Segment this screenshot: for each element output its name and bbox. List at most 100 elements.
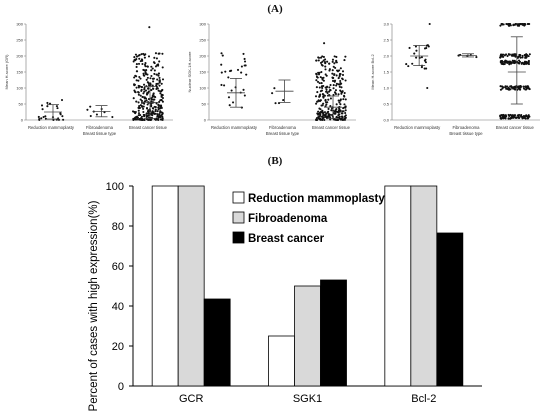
data-point bbox=[522, 87, 526, 90]
data-point bbox=[141, 62, 144, 66]
data-point bbox=[132, 60, 135, 63]
data-point bbox=[324, 62, 327, 65]
data-point bbox=[133, 90, 137, 93]
data-point bbox=[141, 95, 144, 98]
data-point bbox=[161, 97, 165, 100]
data-point bbox=[415, 56, 418, 59]
data-point bbox=[315, 75, 318, 78]
data-point bbox=[318, 107, 321, 110]
data-point bbox=[161, 66, 164, 69]
data-point bbox=[319, 93, 322, 96]
data-point bbox=[428, 22, 431, 26]
data-point bbox=[243, 57, 246, 61]
data-point bbox=[502, 23, 505, 26]
data-point bbox=[317, 73, 321, 76]
data-point bbox=[333, 62, 336, 65]
data-point bbox=[331, 76, 334, 79]
data-point bbox=[501, 55, 504, 58]
data-point bbox=[146, 73, 149, 76]
data-point bbox=[46, 101, 49, 105]
data-point bbox=[158, 113, 161, 116]
y-tick-label: 0.5 bbox=[383, 102, 389, 107]
data-point bbox=[147, 90, 150, 93]
data-point bbox=[510, 117, 513, 120]
data-point bbox=[327, 107, 330, 111]
data-point bbox=[414, 45, 417, 48]
data-point bbox=[147, 83, 150, 87]
data-point bbox=[324, 114, 327, 117]
data-point bbox=[332, 65, 335, 68]
data-point bbox=[161, 78, 165, 81]
data-point bbox=[143, 69, 146, 72]
data-point bbox=[46, 105, 49, 108]
data-point bbox=[41, 108, 44, 111]
data-point bbox=[342, 98, 345, 101]
data-point bbox=[332, 118, 336, 121]
data-point bbox=[159, 111, 162, 114]
x-tick-label: Breast cancer tissue bbox=[496, 125, 535, 130]
data-point bbox=[236, 68, 240, 71]
data-point bbox=[37, 115, 40, 119]
data-point bbox=[135, 100, 138, 103]
bar bbox=[436, 232, 464, 387]
data-point bbox=[316, 80, 320, 83]
data-point bbox=[138, 106, 141, 109]
data-point bbox=[156, 110, 159, 113]
data-point bbox=[315, 116, 319, 120]
data-point bbox=[145, 69, 148, 72]
data-point bbox=[424, 58, 427, 61]
data-point bbox=[344, 79, 347, 82]
data-point bbox=[44, 117, 47, 120]
data-point bbox=[340, 91, 343, 94]
data-point bbox=[137, 62, 141, 65]
data-point bbox=[135, 55, 139, 58]
data-point bbox=[512, 23, 515, 26]
data-point bbox=[335, 61, 338, 64]
data-point bbox=[331, 58, 335, 61]
data-point bbox=[159, 104, 162, 107]
legend-swatch bbox=[232, 231, 245, 244]
data-point bbox=[503, 63, 506, 66]
data-point bbox=[223, 84, 226, 87]
data-point bbox=[151, 67, 154, 70]
data-point bbox=[322, 102, 325, 105]
x-tick-label: SGK1 bbox=[293, 393, 322, 405]
data-point bbox=[156, 78, 159, 81]
data-point bbox=[317, 59, 320, 62]
x-tick-label: GCR bbox=[179, 393, 204, 405]
data-point bbox=[140, 115, 144, 118]
data-point bbox=[326, 85, 329, 88]
data-point bbox=[159, 90, 162, 93]
data-point bbox=[150, 100, 153, 103]
data-point bbox=[521, 56, 524, 59]
data-point bbox=[332, 87, 335, 90]
data-point bbox=[142, 72, 145, 75]
data-point bbox=[518, 53, 521, 56]
y-tick-label: 0.0 bbox=[383, 118, 389, 123]
data-point bbox=[137, 114, 140, 117]
data-point bbox=[135, 79, 138, 82]
data-point bbox=[499, 24, 502, 27]
data-point bbox=[509, 22, 512, 26]
data-point bbox=[318, 115, 321, 118]
y-axis-label: Nuclear SGK-1H-score bbox=[187, 51, 192, 93]
data-point bbox=[111, 116, 114, 119]
x-axis-label: Breast tissue type bbox=[83, 131, 117, 136]
data-point bbox=[157, 74, 160, 77]
bar bbox=[203, 298, 231, 387]
data-point bbox=[523, 22, 526, 26]
data-point bbox=[134, 59, 137, 62]
data-point bbox=[344, 55, 347, 58]
data-point bbox=[507, 117, 510, 120]
data-point bbox=[343, 115, 346, 118]
data-point bbox=[138, 57, 141, 60]
data-point bbox=[242, 52, 245, 55]
data-point bbox=[158, 81, 161, 84]
data-point bbox=[135, 86, 138, 89]
data-point bbox=[152, 87, 155, 90]
data-point bbox=[154, 112, 157, 115]
y-axis-label: Mean H-score Bcl-2 bbox=[370, 54, 375, 90]
data-point bbox=[337, 83, 340, 86]
data-point bbox=[326, 60, 329, 63]
data-point bbox=[245, 73, 248, 76]
